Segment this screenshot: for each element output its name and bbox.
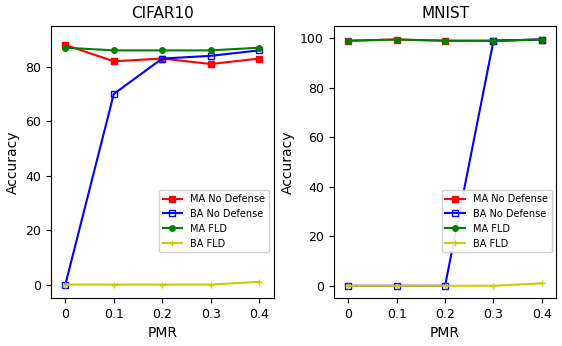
Line: MA FLD: MA FLD bbox=[346, 37, 545, 44]
Title: MNIST: MNIST bbox=[421, 6, 469, 20]
Line: BA No Defense: BA No Defense bbox=[346, 37, 545, 289]
MA FLD bbox=[538, 37, 545, 42]
Legend: MA No Defense, BA No Defense, MA FLD, BA FLD: MA No Defense, BA No Defense, MA FLD, BA… bbox=[442, 190, 551, 253]
Legend: MA No Defense, BA No Defense, MA FLD, BA FLD: MA No Defense, BA No Defense, MA FLD, BA… bbox=[158, 190, 269, 253]
MA FLD bbox=[345, 39, 352, 43]
BA No Defense bbox=[110, 92, 117, 96]
MA FLD bbox=[490, 39, 497, 43]
Y-axis label: Accuracy: Accuracy bbox=[280, 130, 294, 194]
Title: CIFAR10: CIFAR10 bbox=[131, 6, 193, 20]
BA FLD bbox=[207, 282, 214, 286]
MA No Defense bbox=[207, 62, 214, 66]
BA No Defense bbox=[442, 284, 448, 288]
MA No Defense bbox=[442, 39, 448, 43]
Line: MA FLD: MA FLD bbox=[62, 45, 262, 53]
X-axis label: PMR: PMR bbox=[147, 326, 177, 340]
BA No Defense bbox=[207, 54, 214, 58]
MA FLD bbox=[207, 48, 214, 53]
BA FLD bbox=[442, 284, 448, 288]
Line: MA No Defense: MA No Defense bbox=[346, 37, 545, 44]
BA No Defense bbox=[62, 282, 69, 286]
MA FLD bbox=[256, 46, 262, 50]
MA FLD bbox=[62, 46, 69, 50]
MA No Defense bbox=[393, 37, 400, 42]
X-axis label: PMR: PMR bbox=[430, 326, 460, 340]
BA FLD bbox=[538, 281, 545, 285]
BA No Defense bbox=[345, 284, 352, 288]
BA FLD bbox=[256, 280, 262, 284]
BA FLD bbox=[393, 284, 400, 288]
BA FLD bbox=[345, 284, 352, 288]
BA No Defense bbox=[256, 48, 262, 53]
MA No Defense bbox=[159, 56, 166, 61]
BA FLD bbox=[110, 282, 117, 286]
BA No Defense bbox=[159, 56, 166, 61]
MA No Defense bbox=[345, 39, 352, 43]
MA No Defense bbox=[490, 39, 497, 43]
Line: BA FLD: BA FLD bbox=[62, 279, 262, 288]
MA No Defense bbox=[110, 59, 117, 63]
BA FLD bbox=[159, 282, 166, 286]
BA No Defense bbox=[538, 37, 545, 42]
MA FLD bbox=[159, 48, 166, 53]
MA No Defense bbox=[256, 56, 262, 61]
MA No Defense bbox=[62, 43, 69, 47]
Line: BA FLD: BA FLD bbox=[345, 280, 545, 289]
MA No Defense bbox=[538, 37, 545, 42]
MA FLD bbox=[442, 39, 448, 43]
MA FLD bbox=[110, 48, 117, 53]
BA No Defense bbox=[490, 39, 497, 43]
BA No Defense bbox=[393, 284, 400, 288]
MA FLD bbox=[393, 37, 400, 42]
Line: MA No Defense: MA No Defense bbox=[62, 42, 262, 67]
Line: BA No Defense: BA No Defense bbox=[62, 48, 262, 287]
BA FLD bbox=[490, 284, 497, 288]
BA FLD bbox=[62, 282, 69, 286]
Y-axis label: Accuracy: Accuracy bbox=[6, 130, 20, 194]
